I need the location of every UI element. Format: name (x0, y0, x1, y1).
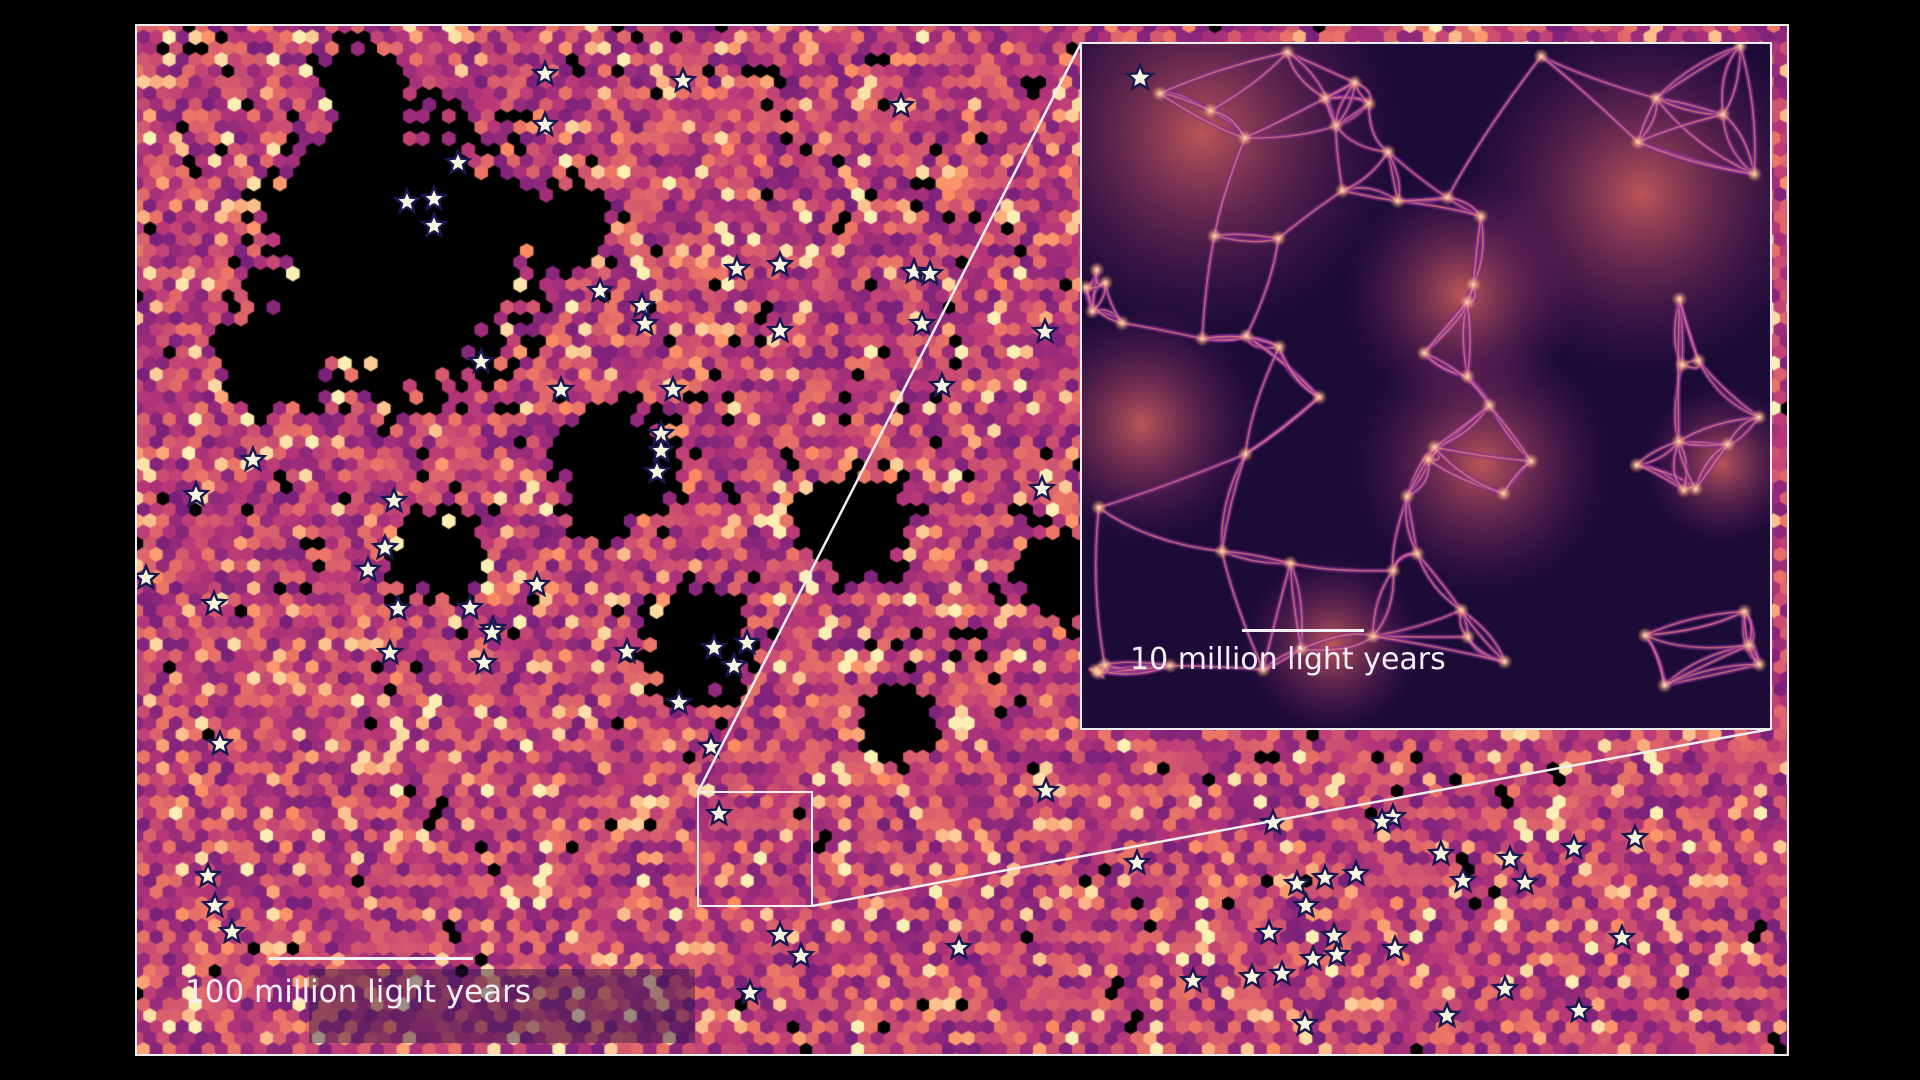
star-marker (627, 290, 657, 319)
star-marker (1380, 933, 1410, 962)
star-marker (915, 258, 945, 287)
star-marker (419, 183, 449, 212)
star-marker (1031, 775, 1061, 804)
star-markers (137, 58, 1650, 1037)
star-marker (1298, 943, 1328, 972)
star-marker (765, 249, 795, 278)
connector-line-bottom (811, 727, 1772, 908)
star-marker (696, 731, 726, 760)
star-marker (1432, 1000, 1462, 1029)
star-marker (383, 593, 413, 622)
star-marker (419, 210, 449, 239)
star-marker (944, 932, 974, 961)
star-marker (585, 275, 615, 304)
star-marker (732, 627, 762, 656)
star-marker (1290, 1008, 1320, 1037)
star-marker (1254, 917, 1284, 946)
star-marker (193, 860, 223, 889)
star-marker (612, 636, 642, 665)
star-marker (1319, 920, 1349, 949)
zoom-region-box (697, 791, 813, 907)
scale-bar-background (309, 969, 695, 1043)
star-marker (1124, 61, 1156, 92)
star-marker (704, 798, 734, 827)
star-marker (1341, 858, 1371, 887)
star-marker (546, 374, 576, 403)
star-marker (1426, 838, 1456, 867)
inset-star-markers (1124, 61, 1156, 92)
star-marker (722, 253, 752, 282)
connector-line-top (696, 42, 1083, 793)
star-marker (1448, 865, 1478, 894)
star-marker (664, 687, 694, 716)
star-marker (630, 308, 660, 337)
star-marker (1310, 862, 1340, 891)
inset-canvas (1082, 44, 1770, 728)
star-marker (530, 109, 560, 138)
star-marker (1122, 847, 1152, 876)
star-marker (137, 562, 161, 591)
star-marker (466, 346, 496, 375)
star-marker (199, 588, 229, 617)
star-marker (646, 435, 676, 464)
scale-bar-100-mly (269, 957, 473, 960)
star-marker (522, 569, 552, 598)
star-marker (200, 890, 230, 919)
star-marker (1607, 922, 1637, 951)
star-marker (642, 456, 672, 485)
star-marker (1490, 973, 1520, 1002)
star-marker (765, 315, 795, 344)
star-marker (379, 485, 409, 514)
star-marker (1559, 832, 1589, 861)
zoomed-inset-cosmic-web: 10 million light years (1080, 42, 1772, 730)
star-marker (469, 647, 499, 676)
star-marker (1620, 822, 1650, 851)
star-marker (1322, 939, 1352, 968)
star-marker (238, 444, 268, 473)
star-marker (375, 637, 405, 666)
star-marker (1282, 868, 1312, 897)
star-marker (1510, 867, 1540, 896)
star-marker (668, 65, 698, 94)
star-marker (907, 308, 937, 337)
star-marker (765, 919, 795, 948)
star-marker (1178, 965, 1208, 994)
star-marker (699, 632, 729, 661)
star-marker (658, 374, 688, 403)
star-marker (370, 532, 400, 561)
star-marker (1495, 843, 1525, 872)
star-marker (735, 977, 765, 1006)
star-marker (899, 256, 929, 285)
star-marker (1237, 961, 1267, 990)
scale-label-10-mly: 10 million light years (1130, 642, 1446, 677)
star-marker (1267, 958, 1297, 987)
star-marker (927, 370, 957, 399)
star-marker (530, 58, 560, 87)
star-marker (181, 479, 211, 508)
star-marker (1291, 890, 1321, 919)
star-marker (217, 916, 247, 945)
star-marker (353, 554, 383, 583)
star-marker (455, 592, 485, 621)
star-marker (477, 617, 507, 646)
scale-label-100-mly: 100 million light years (185, 974, 532, 1010)
star-marker (1027, 473, 1057, 502)
star-marker (1030, 316, 1060, 345)
star-marker (443, 147, 473, 176)
scale-bar-10-mly (1242, 629, 1364, 632)
star-marker (1367, 806, 1397, 835)
star-marker (1564, 995, 1594, 1024)
star-marker (786, 940, 816, 969)
star-marker (205, 728, 235, 757)
star-marker (886, 90, 916, 119)
star-marker (719, 650, 749, 679)
star-marker (392, 186, 422, 215)
